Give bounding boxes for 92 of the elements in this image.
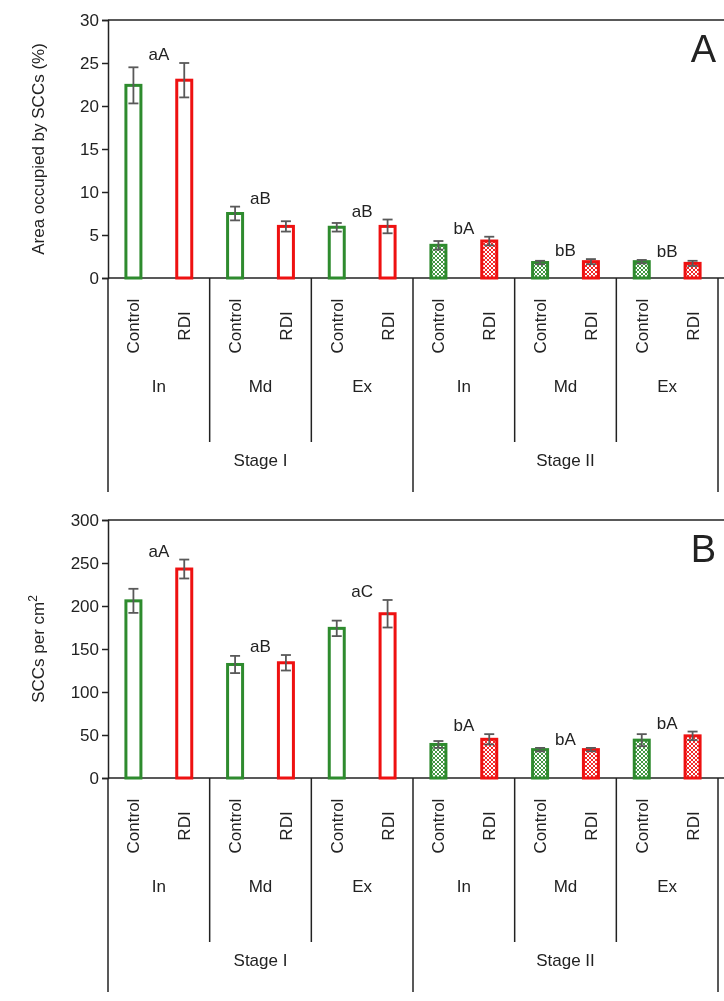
text: Ex bbox=[657, 877, 678, 896]
x-tick-label: Control bbox=[531, 298, 551, 354]
x-tick-label: Control bbox=[429, 798, 449, 854]
bar bbox=[581, 260, 600, 280]
bar bbox=[429, 742, 448, 780]
x-tick-label: RDI bbox=[175, 311, 195, 341]
annotation: aB bbox=[250, 637, 271, 657]
y-tick-label: 50 bbox=[80, 725, 99, 745]
x-tick-label: Control bbox=[124, 798, 144, 854]
annotation: B bbox=[690, 528, 716, 570]
bar bbox=[175, 78, 194, 280]
bar bbox=[276, 661, 295, 780]
y-tick-label: 100 bbox=[70, 682, 99, 702]
bar bbox=[632, 738, 651, 780]
annotation: A bbox=[690, 28, 717, 70]
x-tick-label: Control bbox=[327, 298, 347, 354]
y-axis-title: Area occupied by SCCs (%) bbox=[29, 43, 48, 255]
text: Ex bbox=[657, 377, 678, 396]
bar bbox=[581, 748, 600, 780]
annotation: aA bbox=[148, 541, 170, 561]
text: In bbox=[456, 877, 471, 896]
text: Md bbox=[248, 377, 273, 396]
text: Ex bbox=[352, 877, 373, 896]
annotation: bA bbox=[453, 218, 475, 238]
x-tick-label: RDI bbox=[683, 311, 703, 341]
bar bbox=[632, 260, 651, 280]
bar bbox=[327, 626, 346, 780]
x-tick-label: RDI bbox=[175, 811, 195, 841]
annotation: bA bbox=[656, 713, 679, 733]
text: In bbox=[456, 377, 471, 396]
x-tick-label: RDI bbox=[276, 311, 296, 341]
x-tick-label: Control bbox=[226, 298, 246, 354]
text: Md bbox=[553, 377, 578, 396]
bar bbox=[378, 224, 397, 280]
y-tick-label: 30 bbox=[80, 10, 99, 30]
y-tick-label: 0 bbox=[89, 768, 99, 788]
y-tick-label: 10 bbox=[80, 182, 99, 202]
bar bbox=[175, 567, 194, 780]
bar bbox=[480, 737, 499, 780]
text: Md bbox=[553, 877, 578, 896]
x-tick-label: RDI bbox=[276, 811, 296, 841]
annotation: aC bbox=[351, 581, 374, 601]
bar bbox=[327, 225, 346, 280]
bar bbox=[480, 239, 499, 280]
bar bbox=[429, 243, 448, 280]
x-tick-label: RDI bbox=[480, 811, 500, 841]
annotation: aA bbox=[148, 45, 170, 64]
x-tick-label: RDI bbox=[581, 311, 601, 341]
text: Ex bbox=[352, 377, 373, 396]
y-tick-label: 200 bbox=[70, 596, 99, 616]
bar bbox=[226, 662, 245, 780]
y-tick-label: 250 bbox=[70, 553, 99, 573]
text: Md bbox=[248, 877, 273, 896]
text: Stage I bbox=[233, 951, 288, 970]
y-tick-label: 25 bbox=[80, 53, 99, 73]
x-tick-label: RDI bbox=[480, 311, 500, 341]
text: In bbox=[151, 377, 166, 396]
x-tick-label: Control bbox=[531, 798, 551, 854]
x-tick-label: Control bbox=[226, 798, 246, 854]
x-tick-label: RDI bbox=[378, 811, 398, 841]
text: In bbox=[151, 877, 166, 896]
text: Stage II bbox=[536, 451, 595, 470]
annotation: bA bbox=[555, 729, 577, 749]
x-tick-label: Control bbox=[327, 798, 347, 854]
text: Stage II bbox=[536, 951, 595, 970]
bar bbox=[276, 224, 295, 280]
text: Stage I bbox=[233, 451, 288, 470]
x-tick-label: RDI bbox=[581, 811, 601, 841]
x-tick-label: RDI bbox=[683, 811, 703, 841]
annotation: bA bbox=[453, 716, 475, 736]
x-tick-label: RDI bbox=[378, 311, 398, 341]
bar bbox=[683, 734, 702, 780]
y-tick-label: 20 bbox=[80, 96, 99, 116]
annotation: bB bbox=[555, 241, 576, 261]
x-tick-label: Control bbox=[124, 298, 144, 354]
bar bbox=[124, 83, 143, 280]
annotation: aB bbox=[351, 201, 373, 221]
bar bbox=[683, 261, 702, 280]
bar bbox=[378, 612, 397, 780]
x-tick-label: Control bbox=[632, 298, 652, 354]
y-tick-label: 0 bbox=[89, 268, 99, 288]
x-tick-label: Control bbox=[429, 298, 449, 354]
y-tick-label: 15 bbox=[80, 139, 99, 159]
annotation: bB bbox=[656, 241, 678, 261]
y-tick-label: 300 bbox=[70, 510, 99, 530]
y-tick-label: 150 bbox=[70, 639, 99, 659]
bar bbox=[124, 599, 143, 780]
y-tick-label: 5 bbox=[89, 225, 99, 245]
x-tick-label: Control bbox=[632, 798, 652, 854]
bar bbox=[531, 748, 550, 780]
bar bbox=[226, 212, 245, 280]
annotation: aB bbox=[250, 188, 271, 208]
